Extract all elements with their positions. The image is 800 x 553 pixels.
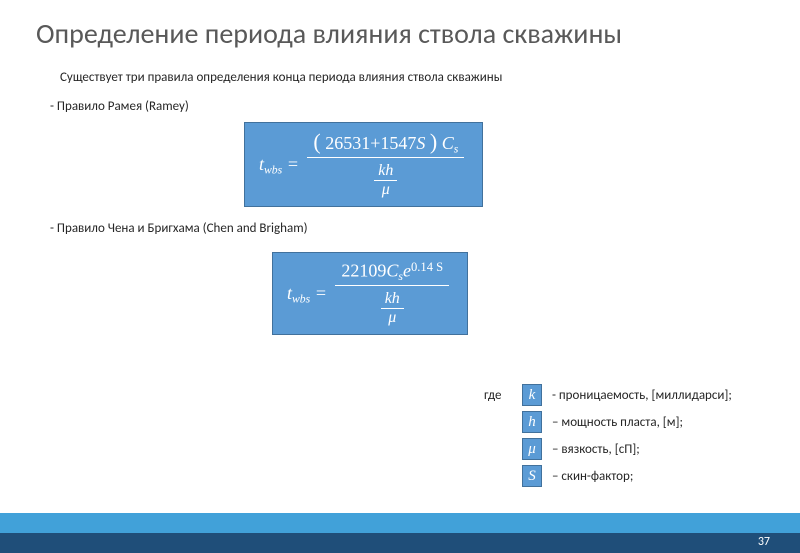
legend-sym-k: k [522,384,542,406]
f1-const: 26531 [325,133,370,153]
legend-where: где [484,388,512,403]
slide-title: Определение периода влияния ствола скваж… [0,0,800,50]
formula-chen-brigham: twbs = 22109Cse0.14 S kh μ [272,252,468,335]
intro-text: Существует три правила определения конца… [0,70,800,85]
formula1-lhs-sub: wbs [264,163,282,176]
legend-sym-h: h [522,411,542,433]
f1-plus: +1547 [370,133,416,153]
f1-mu: μ [382,181,390,198]
footer-dark-bar: 37 [0,533,800,553]
legend-desc-S: – скин-фактор; [552,469,633,484]
page-number: 37 [758,535,770,549]
rule-1-label: - Правило Рамея (Ramey) [0,99,800,114]
formula2-lhs-sub: wbs [292,292,310,305]
legend-desc-k: - проницаемость, [миллидарси]; [552,388,732,403]
formula-ramey: twbs = ( 26531+1547S ) Cs kh μ [244,122,483,207]
f2-const: 22109 [341,261,386,281]
footer-light-bar [0,513,800,533]
legend-sym-S: S [522,465,542,487]
legend-desc-h: – мощность пласта, [м]; [552,415,683,430]
f2-mu: μ [388,309,396,326]
f2-exp: 0.14 S [411,260,443,274]
footer: 37 [0,513,800,553]
rule-2-label: - Правило Чена и Бригхама (Chen and Brig… [0,221,800,236]
f1-S: S [416,133,425,153]
f1-cs: s [454,143,459,156]
f2-kh: kh [385,290,400,307]
legend-desc-mu: – вязкость, [сП]; [552,442,640,457]
f1-kh: kh [378,162,393,179]
legend: где k - проницаемость, [миллидарси]; h –… [484,384,732,492]
legend-sym-mu: μ [522,438,542,460]
